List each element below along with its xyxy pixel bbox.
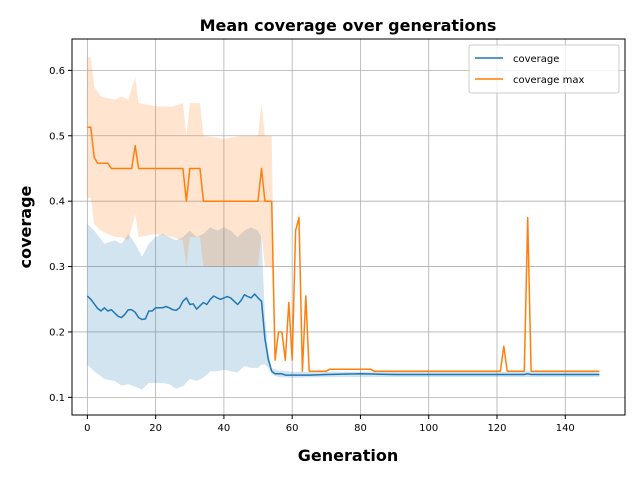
x-axis-ticks: 0 20 40 60 80 100 120 140 <box>84 415 575 434</box>
x-tick-label-2: 40 <box>218 423 231 434</box>
y-tick-label-5: 0.6 <box>49 66 65 77</box>
legend-label-coverage-max: coverage max <box>513 75 584 86</box>
y-tick-label-1: 0.2 <box>49 327 65 338</box>
band-series-0 <box>87 224 600 390</box>
y-tick-label-3: 0.4 <box>49 197 65 208</box>
x-tick-label-6: 120 <box>487 423 506 434</box>
legend-label-coverage: coverage <box>513 54 559 65</box>
x-tick-label-7: 140 <box>556 423 575 434</box>
x-axis-label: Generation <box>298 446 398 465</box>
x-tick-label-4: 80 <box>354 423 367 434</box>
x-tick-label-0: 0 <box>84 423 90 434</box>
y-axis-ticks: 0.1 0.2 0.3 0.4 0.5 0.6 <box>49 66 72 404</box>
chart-title: Mean coverage over generations <box>200 16 497 35</box>
x-tick-label-1: 20 <box>149 423 162 434</box>
y-tick-label-0: 0.1 <box>49 393 65 404</box>
y-tick-label-4: 0.5 <box>49 131 65 142</box>
line-series-1 <box>87 126 600 372</box>
line-series-0 <box>86 293 600 376</box>
error-bands <box>87 57 600 390</box>
band-series-1 <box>87 57 600 372</box>
x-tick-label-5: 100 <box>419 423 438 434</box>
plot-frame <box>71 38 626 416</box>
series-lines <box>86 126 600 376</box>
y-tick-label-2: 0.3 <box>49 262 65 273</box>
y-axis-label: coverage <box>16 185 35 268</box>
legend-box <box>468 44 620 94</box>
x-tick-label-3: 60 <box>286 423 299 434</box>
legend: coverage coverage max <box>468 44 620 94</box>
